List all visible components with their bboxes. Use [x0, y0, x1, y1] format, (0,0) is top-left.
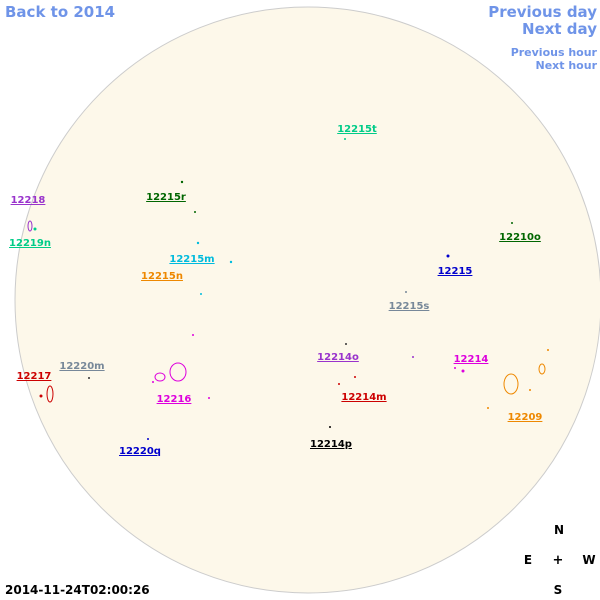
region-label[interactable]: 12215n — [141, 271, 183, 282]
region-label[interactable]: 12219n — [9, 238, 51, 249]
region-label[interactable]: 12214p — [310, 439, 352, 450]
region-label[interactable]: 12215r — [146, 192, 186, 203]
region-label[interactable]: 12209 — [508, 412, 543, 423]
compass-east: E — [524, 553, 532, 567]
region-label[interactable]: 12215t — [337, 124, 377, 135]
compass-south: S — [554, 583, 563, 597]
region-label[interactable]: 12220m — [59, 361, 104, 372]
region-label[interactable]: 12215s — [389, 301, 430, 312]
timestamp: 2014-11-24T02:00:26 — [5, 583, 150, 597]
compass-center: + — [553, 553, 564, 568]
region-label[interactable]: 12218 — [11, 195, 46, 206]
region-label[interactable]: 12216 — [157, 394, 192, 405]
region-label[interactable]: 12220q — [119, 446, 161, 457]
compass-west: W — [582, 553, 595, 567]
solar-disk — [14, 6, 600, 594]
region-label[interactable]: 12210o — [499, 232, 541, 243]
next-hour-link[interactable]: Next hour — [536, 59, 598, 72]
previous-day-link[interactable]: Previous day — [488, 3, 597, 21]
region-label[interactable]: 12217 — [17, 371, 52, 382]
sunspots — [27, 138, 549, 440]
region-label[interactable]: 12214m — [341, 392, 386, 403]
region-label[interactable]: 12215 — [438, 266, 473, 277]
region-label[interactable]: 12215m — [169, 254, 214, 265]
compass-north: N — [554, 523, 564, 537]
region-label[interactable]: 12214 — [454, 354, 489, 365]
next-day-link[interactable]: Next day — [522, 20, 597, 38]
back-link[interactable]: Back to 2014 — [5, 3, 115, 21]
region-label[interactable]: 12214o — [317, 352, 359, 363]
previous-hour-link[interactable]: Previous hour — [511, 46, 598, 59]
